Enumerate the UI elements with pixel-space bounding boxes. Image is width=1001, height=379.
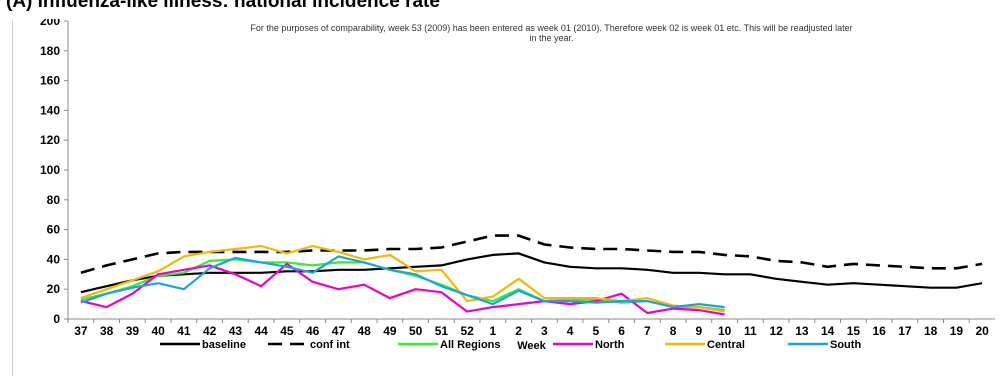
x-tick-label: 5 [593,324,600,338]
x-tick-label: 39 [126,324,140,338]
x-tick-label: 19 [950,324,964,338]
x-tick-label: 49 [383,324,397,338]
x-tick-label: 12 [769,324,783,338]
x-tick-label: 42 [203,324,217,338]
y-tick-label: 0 [53,312,60,326]
y-tick-label: 100 [40,163,60,177]
x-tick-label: 3 [541,324,548,338]
x-tick-label: 40 [151,324,165,338]
x-tick-label: 11 [744,324,757,338]
x-tick-label: 13 [795,324,809,338]
x-tick-label: 45 [280,324,294,338]
x-tick-label: 4 [567,324,574,338]
x-tick-label: 7 [644,324,651,338]
legend-label-conf-int: conf int [310,339,350,351]
chart-legend: baseline conf int All Regions North Central S… [160,339,861,351]
x-tick-labels: 37 38 39 40 41 42 43 44 45 46 47 48 49 50 51 52 1 2 3 4 5 6 7 8… [67,319,989,338]
y-tick-label: 120 [40,133,60,147]
series-line-baseline [80,252,983,294]
legend-label-baseline: baseline [202,339,246,351]
x-tick-label: 52 [460,324,474,338]
x-tick-label: 10 [718,324,732,338]
y-tick-label: 40 [47,252,61,266]
x-tick-label: 2 [515,324,522,338]
chart-title: (A) Influenza-like illness: national inc… [6,0,440,12]
y-tick-label: 80 [47,193,61,207]
y-tick-labels: 0 20 40 60 80 100 120 140 160 180 200 [40,19,68,326]
legend-label-south: South [830,339,861,351]
x-tick-label: 41 [177,324,191,338]
y-tick-label: 60 [47,223,61,237]
chart-axes [67,21,995,320]
x-tick-label: 16 [872,324,886,338]
x-tick-label: 43 [229,324,243,338]
x-tick-label: 6 [618,324,625,338]
series-lines [80,234,983,316]
legend-label-north: North [595,339,625,351]
x-tick-label: 1 [490,324,497,338]
x-tick-label: 15 [847,324,861,338]
line-chart: For the purposes of comparability, week … [40,19,995,352]
x-tick-label: 46 [306,324,320,338]
x-tick-label: 37 [74,324,88,338]
annotation-line-2: in the year. [529,33,573,43]
series-line-conf-int [80,234,983,275]
y-tick-label: 180 [40,44,60,58]
legend-label-all-regions: All Regions [440,339,501,351]
x-tick-label: 48 [357,324,371,338]
y-tick-label: 200 [40,19,60,28]
x-tick-label: 9 [696,324,703,338]
chart-annotation: For the purposes of comparability, week … [250,23,852,43]
series-line-north [80,262,725,316]
y-tick-label: 20 [47,282,61,296]
y-tick-label: 160 [40,74,60,88]
x-tick-label: 50 [409,324,423,338]
legend-label-central: Central [707,339,745,351]
x-tick-label: 18 [924,324,938,338]
x-tick-label: 51 [435,324,449,338]
x-tick-label: 14 [821,324,835,338]
x-tick-label: 17 [898,324,912,338]
x-tick-label: 8 [670,324,677,338]
x-tick-label: 44 [254,324,268,338]
x-tick-label: 38 [100,324,114,338]
chart-frame: For the purposes of comparability, week … [12,19,999,376]
x-tick-label: 47 [332,324,346,338]
y-tick-label: 140 [40,103,60,117]
series-line-south [80,255,725,309]
annotation-line-1: For the purposes of comparability, week … [250,23,852,33]
x-tick-label: 20 [975,324,989,338]
x-axis-label: Week [517,340,546,352]
